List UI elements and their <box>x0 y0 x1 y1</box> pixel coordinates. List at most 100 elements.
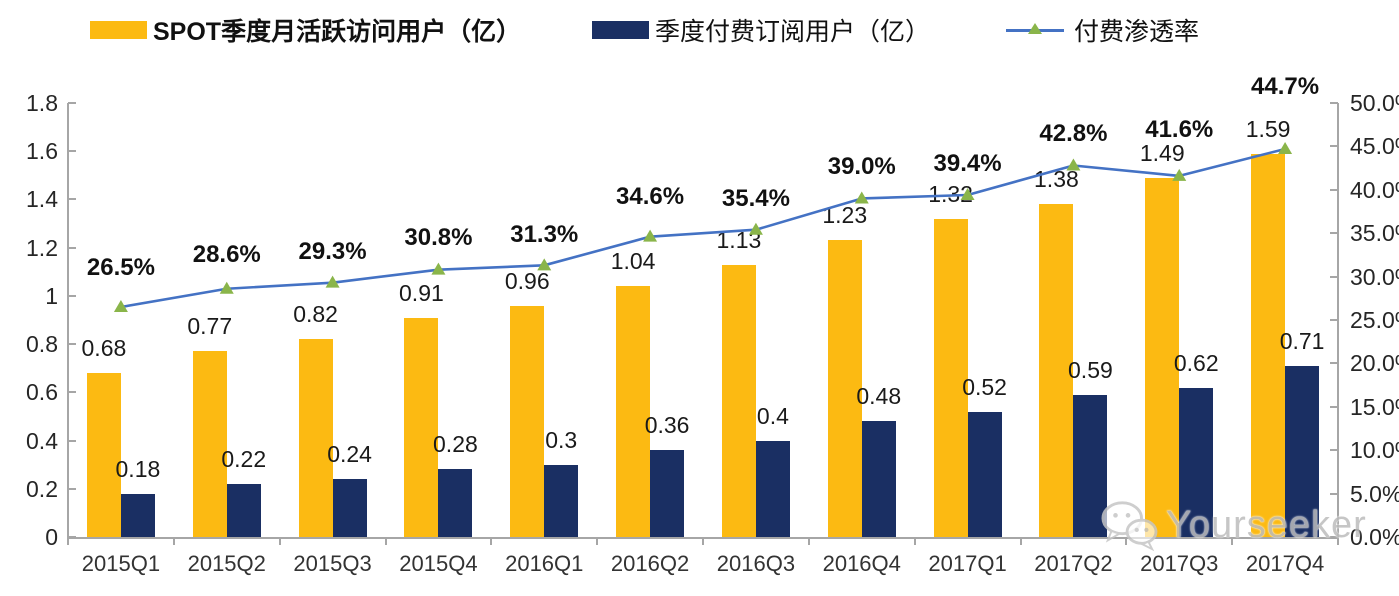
penetration-label: 34.6% <box>616 182 685 210</box>
bar-label-mau: 1.59 <box>1245 115 1291 142</box>
y-axis-right-label: 5.0% <box>1350 480 1399 507</box>
y-axis-right-label: 15.0% <box>1350 393 1399 420</box>
x-axis-tick <box>1337 537 1339 545</box>
watermark: Yourseeker <box>1098 498 1367 552</box>
y-axis-right-label: 35.0% <box>1350 220 1399 247</box>
y-axis-right-label: 0.0% <box>1350 524 1399 550</box>
y-axis-left-tick <box>68 102 76 104</box>
bar-subs <box>967 411 1002 537</box>
x-axis-label: 2016Q3 <box>716 551 796 576</box>
bar-label-subs: 0.36 <box>644 412 690 439</box>
penetration-label: 41.6% <box>1145 115 1214 143</box>
penetration-label: 31.3% <box>510 221 579 249</box>
y-axis-left-label: 0.2 <box>26 475 58 502</box>
y-axis-right-tick <box>1330 449 1338 452</box>
x-axis-label: 2015Q1 <box>81 551 161 576</box>
penetration-label: 44.7% <box>1251 73 1320 100</box>
bar-mau <box>298 339 333 537</box>
penetration-label: 30.8% <box>404 223 473 251</box>
penetration-label: 29.3% <box>298 237 367 265</box>
x-axis-tick <box>1231 537 1234 545</box>
x-axis-tick <box>702 537 704 545</box>
bar-subs <box>438 469 473 537</box>
y-axis-right-label: 30.0% <box>1350 263 1399 290</box>
y-axis-left-label: 0 <box>45 524 58 550</box>
x-axis-tick <box>1125 537 1128 545</box>
y-axis-left-label: 1 <box>45 282 58 309</box>
y-axis-left-tick <box>68 487 76 490</box>
bar-label-mau: 1.23 <box>822 202 868 229</box>
bar-mau <box>86 373 121 537</box>
bar-label-subs: 0.28 <box>433 431 478 458</box>
triangle-marker-icon <box>643 229 658 242</box>
y-axis-left-line <box>67 103 69 537</box>
bar-mau <box>192 351 227 537</box>
y-axis-left-tick <box>68 150 76 153</box>
bar-subs <box>544 464 579 537</box>
x-axis-label: 2017Q1 <box>928 551 1007 576</box>
x-axis-label: 2015Q4 <box>399 551 478 576</box>
x-axis-label: 2015Q2 <box>187 551 266 576</box>
bar-subs <box>332 479 367 537</box>
bar-mau <box>404 317 439 537</box>
bar-label-mau: 0.91 <box>399 279 444 306</box>
y-axis-left-label: 1.4 <box>26 186 58 213</box>
x-axis-tick <box>278 537 281 545</box>
penetration-label: 26.5% <box>86 253 155 281</box>
y-axis-left-label: 0.8 <box>26 331 58 358</box>
bar-label-mau: 0.82 <box>293 301 338 328</box>
x-axis-tick <box>490 537 493 545</box>
legend-item-subs: 季度付费订阅用户（亿） <box>592 14 930 46</box>
y-axis-right-label: 25.0% <box>1350 307 1399 333</box>
x-axis-tick <box>596 537 599 545</box>
line-marker-swatch-icon <box>1006 21 1064 39</box>
x-axis-label: 2017Q2 <box>1034 551 1113 576</box>
bar-subs <box>226 483 261 537</box>
bar-label-subs: 0.4 <box>756 402 789 429</box>
y-axis-right-line <box>1337 103 1339 537</box>
y-axis-right-tick <box>1330 319 1338 321</box>
bar-label-subs: 0.62 <box>1173 349 1219 376</box>
y-axis-right-tick <box>1330 536 1338 538</box>
legend-label-subs: 季度付费订阅用户（亿） <box>655 18 931 46</box>
x-axis-tick <box>807 537 810 545</box>
x-axis-tick <box>913 537 916 545</box>
penetration-label: 39.0% <box>827 153 896 181</box>
bar-label-mau: 1.04 <box>610 248 656 275</box>
y-axis-left-tick <box>68 294 76 297</box>
triangle-marker-icon <box>219 281 234 294</box>
bar-label-subs: 0.22 <box>221 445 267 472</box>
bar-subs <box>1179 387 1214 537</box>
x-axis-label: 2016Q2 <box>610 551 690 576</box>
penetration-label: 42.8% <box>1039 120 1108 148</box>
y-axis-left-tick <box>68 439 76 442</box>
bar-label-subs: 0.18 <box>115 455 161 482</box>
y-axis-left-label: 1.6 <box>26 138 58 165</box>
bar-mau <box>721 264 756 537</box>
y-axis-right-tick <box>1330 362 1338 365</box>
y-axis-right-label: 20.0% <box>1350 350 1399 377</box>
y-axis-right-tick <box>1330 492 1338 495</box>
bar-label-subs: 0.24 <box>327 441 372 468</box>
bar-label-subs: 0.52 <box>962 373 1007 400</box>
y-axis-right-label: 50.0% <box>1350 90 1399 116</box>
x-axis-label: 2017Q4 <box>1245 551 1325 576</box>
bar-label-subs: 0.3 <box>545 426 578 453</box>
legend-item-mau: SPOT季度月活跃访问用户（亿） <box>90 14 521 46</box>
x-axis-tick <box>67 537 69 545</box>
x-axis-label: 2016Q1 <box>505 551 584 576</box>
y-axis-left-tick <box>68 343 76 346</box>
y-axis-left-tick <box>68 198 76 201</box>
bar-label-mau: 0.68 <box>81 335 127 362</box>
bar-label-mau: 0.77 <box>187 313 233 340</box>
legend-label-penetration: 付费渗透率 <box>1074 18 1200 46</box>
x-axis-label: 2016Q4 <box>822 551 901 576</box>
bar-subs <box>120 493 155 537</box>
bar-label-subs: 0.48 <box>856 383 902 410</box>
bar-label-mau: 1.13 <box>716 226 762 253</box>
bar-label-subs: 0.59 <box>1068 356 1113 383</box>
y-axis-left-label: 1.2 <box>26 234 58 261</box>
triangle-marker-icon <box>113 299 128 312</box>
bar-label-mau: 1.38 <box>1034 166 1079 193</box>
